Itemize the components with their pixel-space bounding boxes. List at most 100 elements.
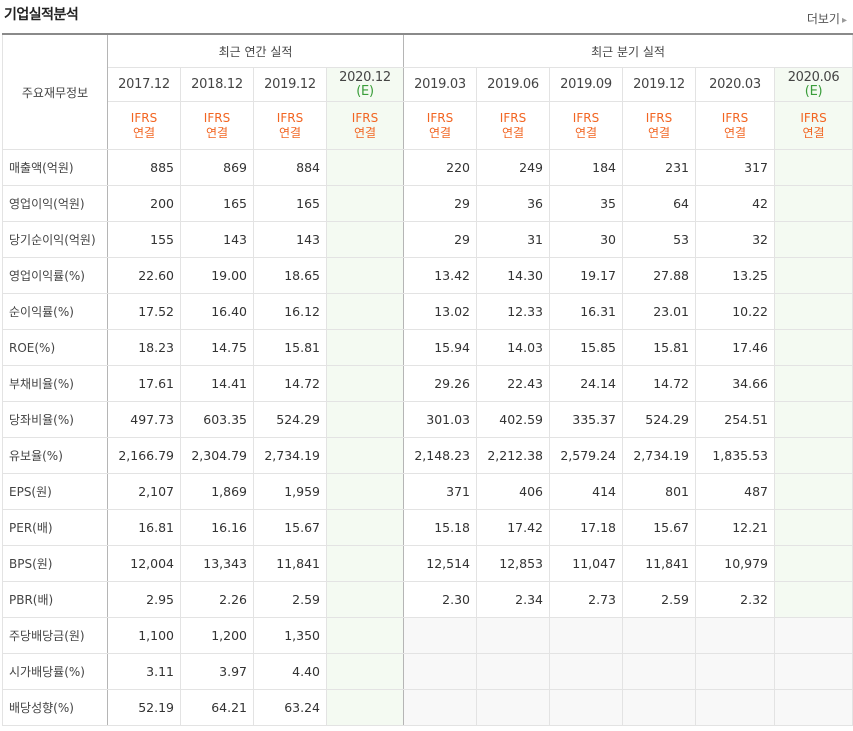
annual-value: 11,841 xyxy=(253,545,327,582)
quarterly-period-header: 2019.12 xyxy=(622,67,696,102)
estimate-mark: (E) xyxy=(356,83,374,99)
annual-value: 2.95 xyxy=(107,581,181,618)
more-link[interactable]: 더보기 ▸ xyxy=(807,10,847,27)
annual-value: 64.21 xyxy=(180,689,254,726)
annual-estimate-value xyxy=(326,581,404,618)
annual-value: 2,304.79 xyxy=(180,437,254,474)
annual-value: 15.67 xyxy=(253,509,327,546)
ifrs-label: IFRS 연결 xyxy=(253,101,327,150)
quarterly-value: 249 xyxy=(476,149,550,186)
quarterly-value: 64 xyxy=(622,185,696,222)
quarterly-value: 184 xyxy=(549,149,623,186)
annual-value: 19.00 xyxy=(180,257,254,294)
table-row: 당기순이익(억원) 155 143 143 29 31 30 53 32 xyxy=(2,221,853,258)
quarterly-value: 12,514 xyxy=(403,545,477,582)
table-row: EPS(원) 2,107 1,869 1,959 371 406 414 801 487 xyxy=(2,473,853,510)
annual-estimate-value xyxy=(326,221,404,258)
annual-estimate-header: 2020.12 (E) xyxy=(326,67,404,102)
estimate-period: 2020.12 xyxy=(339,69,391,85)
annual-estimate-value xyxy=(326,545,404,582)
ifrs-label: IFRS 연결 xyxy=(107,101,181,150)
quarterly-estimate-value xyxy=(774,617,853,654)
ifrs-line1: IFRS xyxy=(276,110,304,125)
quarterly-value: 10,979 xyxy=(695,545,775,582)
quarterly-value xyxy=(403,689,477,726)
quarterly-value: 31 xyxy=(476,221,550,258)
quarterly-value: 414 xyxy=(549,473,623,510)
table-row: BPS(원) 12,004 13,343 11,841 12,514 12,853 11,0… xyxy=(2,545,853,582)
table-row: 영업이익(억원) 200 165 165 29 36 35 64 42 xyxy=(2,185,853,222)
annual-value: 1,869 xyxy=(180,473,254,510)
quarterly-value: 254.51 xyxy=(695,401,775,438)
quarterly-value: 16.31 xyxy=(549,293,623,330)
quarterly-value: 487 xyxy=(695,473,775,510)
ifrs-line1: IFRS xyxy=(351,110,379,125)
annual-value: 869 xyxy=(180,149,254,186)
quarterly-value: 11,047 xyxy=(549,545,623,582)
table-row: PER(배) 16.81 16.16 15.67 15.18 17.42 17.18 15.6… xyxy=(2,509,853,546)
quarterly-value: 15.18 xyxy=(403,509,477,546)
row-label: 배당성향(%) xyxy=(2,689,108,726)
quarterly-value: 17.42 xyxy=(476,509,550,546)
ifrs-line2: 연결 xyxy=(723,125,747,140)
quarterly-value: 11,841 xyxy=(622,545,696,582)
row-label: 시가배당률(%) xyxy=(2,653,108,690)
quarterly-estimate-header: 2020.06 (E) xyxy=(774,67,853,102)
annual-estimate-value xyxy=(326,473,404,510)
quarterly-value xyxy=(403,653,477,690)
ifrs-line1: IFRS xyxy=(499,110,527,125)
annual-value: 2.59 xyxy=(253,581,327,618)
annual-estimate-value xyxy=(326,653,404,690)
quarterly-value: 34.66 xyxy=(695,365,775,402)
quarterly-value: 2,579.24 xyxy=(549,437,623,474)
estimate-period: 2020.06 xyxy=(787,69,840,85)
quarterly-value: 30 xyxy=(549,221,623,258)
annual-value: 603.35 xyxy=(180,401,254,438)
table-row: 순이익률(%) 17.52 16.40 16.12 13.02 12.33 16.31 23.… xyxy=(2,293,853,330)
annual-value: 2,166.79 xyxy=(107,437,181,474)
row-label: PBR(배) xyxy=(2,581,108,618)
quarterly-value: 36 xyxy=(476,185,550,222)
quarterly-value: 15.85 xyxy=(549,329,623,366)
quarterly-value: 2.34 xyxy=(476,581,550,618)
annual-value: 1,200 xyxy=(180,617,254,654)
quarterly-value xyxy=(549,653,623,690)
quarterly-estimate-value xyxy=(774,653,853,690)
annual-value: 3.11 xyxy=(107,653,181,690)
quarterly-estimate-value xyxy=(774,689,853,726)
quarterly-estimate-value xyxy=(774,185,853,222)
annual-value: 4.40 xyxy=(253,653,327,690)
annual-estimate-value xyxy=(326,365,404,402)
annual-value: 12,004 xyxy=(107,545,181,582)
annual-value: 3.97 xyxy=(180,653,254,690)
annual-value: 1,959 xyxy=(253,473,327,510)
ifrs-label: IFRS 연결 xyxy=(549,101,623,150)
quarterly-value: 15.67 xyxy=(622,509,696,546)
annual-value: 14.41 xyxy=(180,365,254,402)
ifrs-line1: IFRS xyxy=(800,110,827,125)
annual-value: 143 xyxy=(180,221,254,258)
annual-period-header: 2019.12 xyxy=(253,67,327,102)
quarterly-estimate-value xyxy=(774,257,853,294)
table-row: PBR(배) 2.95 2.26 2.59 2.30 2.34 2.73 2.59 2.32 xyxy=(2,581,853,618)
quarterly-value: 35 xyxy=(549,185,623,222)
annual-estimate-value xyxy=(326,329,404,366)
quarterly-estimate-value xyxy=(774,221,853,258)
annual-value: 143 xyxy=(253,221,327,258)
quarterly-value: 406 xyxy=(476,473,550,510)
quarterly-value: 29.26 xyxy=(403,365,477,402)
annual-estimate-value xyxy=(326,401,404,438)
quarterly-value: 2,148.23 xyxy=(403,437,477,474)
ifrs-line2: 연결 xyxy=(205,125,229,140)
ifrs-label: IFRS 연결 xyxy=(695,101,775,150)
annual-value: 2.26 xyxy=(180,581,254,618)
quarterly-value: 335.37 xyxy=(549,401,623,438)
quarterly-value: 14.30 xyxy=(476,257,550,294)
quarterly-value xyxy=(622,653,696,690)
quarterly-value: 13.02 xyxy=(403,293,477,330)
quarterly-value: 22.43 xyxy=(476,365,550,402)
ifrs-line2: 연결 xyxy=(132,125,156,140)
ifrs-line1: IFRS xyxy=(130,110,158,125)
quarterly-value: 801 xyxy=(622,473,696,510)
annual-estimate-value xyxy=(326,617,404,654)
